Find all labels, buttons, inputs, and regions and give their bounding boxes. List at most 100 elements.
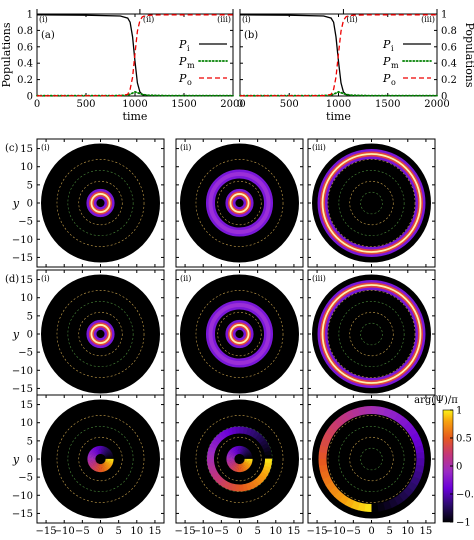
y-tick-label: 5 <box>27 180 33 191</box>
phase-segment <box>254 476 263 485</box>
phase-segment <box>216 477 225 486</box>
subpanel-label: (ii) <box>180 143 191 152</box>
phase-segment <box>91 448 98 456</box>
contour-ring <box>67 426 134 492</box>
density-ring <box>208 302 271 366</box>
y-tick-label: −5 <box>18 217 33 228</box>
phase-segment <box>252 479 260 488</box>
phase-segment <box>382 407 392 418</box>
contour-ring <box>195 415 284 503</box>
contour-ring <box>195 159 284 247</box>
x-tick-label: 10 <box>269 526 282 537</box>
phase-segment <box>393 494 405 505</box>
contour-ring <box>78 180 123 226</box>
phase-segment <box>223 481 231 490</box>
x-tick-label: −10 <box>54 526 75 537</box>
x-tick-label: 15 <box>288 526 301 537</box>
x-tick-label: 1500 <box>171 99 196 110</box>
series-line-o <box>239 14 437 97</box>
x-tick-label: 0 <box>97 526 103 537</box>
phase-segment <box>242 449 250 456</box>
phase-segment <box>245 427 252 436</box>
phase-segment <box>398 490 410 502</box>
y-tick-label: 0.2 <box>17 75 33 86</box>
x-tick-label: −15 <box>36 526 57 537</box>
phase-segment <box>246 482 253 491</box>
y-tick-label: 0 <box>441 92 447 103</box>
phase-segment <box>241 463 247 472</box>
phase-segment <box>241 446 247 455</box>
x-tick-label: 10 <box>130 526 143 537</box>
phase-segment <box>257 474 266 483</box>
phase-segment <box>102 463 108 472</box>
phase-segment <box>414 444 425 454</box>
contour-ring <box>217 180 262 226</box>
y-axis-label: y <box>12 453 20 466</box>
time-marker-label: (i) <box>242 15 251 24</box>
phase-segment <box>103 462 110 470</box>
y-tick-label: 5 <box>27 311 33 322</box>
legend-label-sub-i: i <box>391 44 394 53</box>
series-line-o <box>36 14 233 97</box>
phase-segment <box>318 445 329 454</box>
phase-segment <box>398 416 409 428</box>
trap-disk <box>311 274 432 394</box>
x-tick-label: 1000 <box>326 99 351 110</box>
x-axis-label: x <box>97 537 104 540</box>
phase-segment <box>227 482 234 491</box>
phase-segment <box>357 502 367 512</box>
contour-ring <box>78 436 123 482</box>
trap-disk <box>40 399 161 519</box>
y-tick-label: 15 <box>20 275 33 286</box>
contour-ring <box>327 159 416 247</box>
colorbar-tick-label: 0 <box>456 462 462 473</box>
trap-disk <box>40 143 161 263</box>
y-tick-label: −5 <box>18 348 33 359</box>
phase-segment <box>357 406 366 416</box>
y-tick-label: 0.8 <box>17 26 33 37</box>
y-axis-label: Populations <box>463 22 474 87</box>
y-tick-label: 15 <box>20 400 33 411</box>
phase-segment <box>232 446 238 455</box>
phase-segment <box>254 432 263 441</box>
x-tick-label: 15 <box>149 526 162 537</box>
phase-segment <box>333 416 345 428</box>
phase-segment <box>92 462 99 471</box>
phase-segment <box>103 448 110 456</box>
y-tick-label: 0 <box>27 455 33 466</box>
phase-segment <box>325 481 337 492</box>
colorbar-tick-label: 1 <box>456 406 462 417</box>
phase-segment <box>207 450 215 457</box>
contour-ring <box>349 436 394 482</box>
phase-segment <box>231 447 238 456</box>
contour-ring <box>78 311 123 357</box>
contour-ring <box>56 290 145 378</box>
phase-segment <box>322 476 333 487</box>
phase-segment <box>416 451 425 460</box>
x-tick-label: −15 <box>307 526 328 537</box>
contour-ring <box>206 426 273 492</box>
phase-segment <box>209 468 218 476</box>
legend-label-sub-m: m <box>391 61 399 70</box>
y-axis-label: y <box>12 328 20 341</box>
trap-disk <box>179 399 300 519</box>
x-axis-label: x <box>236 537 243 540</box>
phase-segment <box>320 470 331 480</box>
phase-segment <box>242 462 249 470</box>
phase-segment <box>211 471 220 480</box>
line-chart-b: 0 500 1000 1500 200000.20.40.60.81timePopula… <box>237 9 474 123</box>
phase-segment <box>102 462 109 471</box>
x-tick-label: −5 <box>346 526 361 537</box>
phase-segment <box>243 450 251 457</box>
contour-ring <box>338 426 405 492</box>
phase-segment <box>104 461 112 467</box>
contour-ring <box>217 436 262 482</box>
y-tick-label: 0 <box>27 330 33 341</box>
contour-ring <box>217 311 262 357</box>
phase-segment <box>91 462 98 470</box>
phase-segment <box>383 500 393 511</box>
density-ring-core <box>90 324 111 344</box>
y-tick-label: 10 <box>20 162 33 173</box>
phase-segment <box>388 409 398 421</box>
